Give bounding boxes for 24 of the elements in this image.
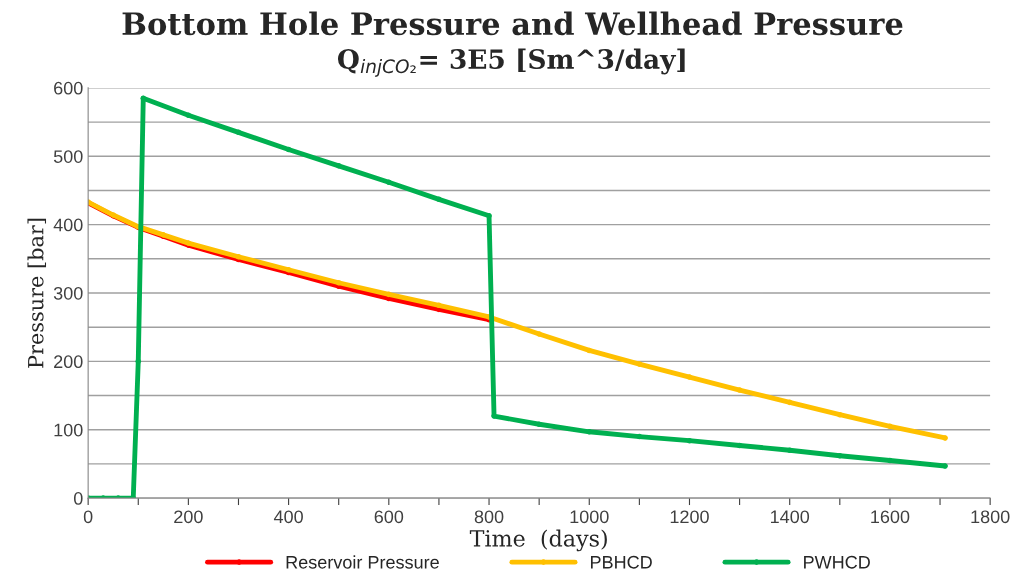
chart-title: Bottom Hole Pressure and Wellhead Pressure <box>122 11 903 36</box>
legend-label: PBHCD <box>591 555 652 569</box>
x-tick-label: 1000 <box>570 510 609 524</box>
y-tick-label: 100 <box>54 423 83 437</box>
x-tick-label: 1800 <box>971 510 1010 524</box>
x-tick-label: 800 <box>474 510 504 524</box>
y-tick-label: 400 <box>53 218 83 232</box>
y-tick-label: 500 <box>53 150 83 163</box>
x-axis-title: Time (days) <box>469 529 607 552</box>
y-tick-label: 200 <box>54 355 83 369</box>
y-axis-title: Pressure [bar] <box>27 218 47 368</box>
x-tick-label: 200 <box>174 510 203 524</box>
y-tick-label: 300 <box>53 286 83 300</box>
legend-label: Reservoir Pressure <box>286 555 439 569</box>
x-tick-label: 400 <box>273 510 303 524</box>
chart-subtitle: Q$_{injCO₂}$= 3E5 [Sm^3/day] <box>337 48 685 77</box>
x-tick-label: 600 <box>374 510 404 524</box>
x-tick-label: 1200 <box>670 510 709 524</box>
x-tick-label: 1400 <box>771 510 810 524</box>
y-tick-label: 600 <box>54 81 83 95</box>
y-tick-label: 0 <box>73 492 83 505</box>
x-tick-label: 1600 <box>871 510 910 524</box>
x-tick-label: 0 <box>83 510 93 524</box>
legend-label: PWHCD <box>804 555 870 569</box>
